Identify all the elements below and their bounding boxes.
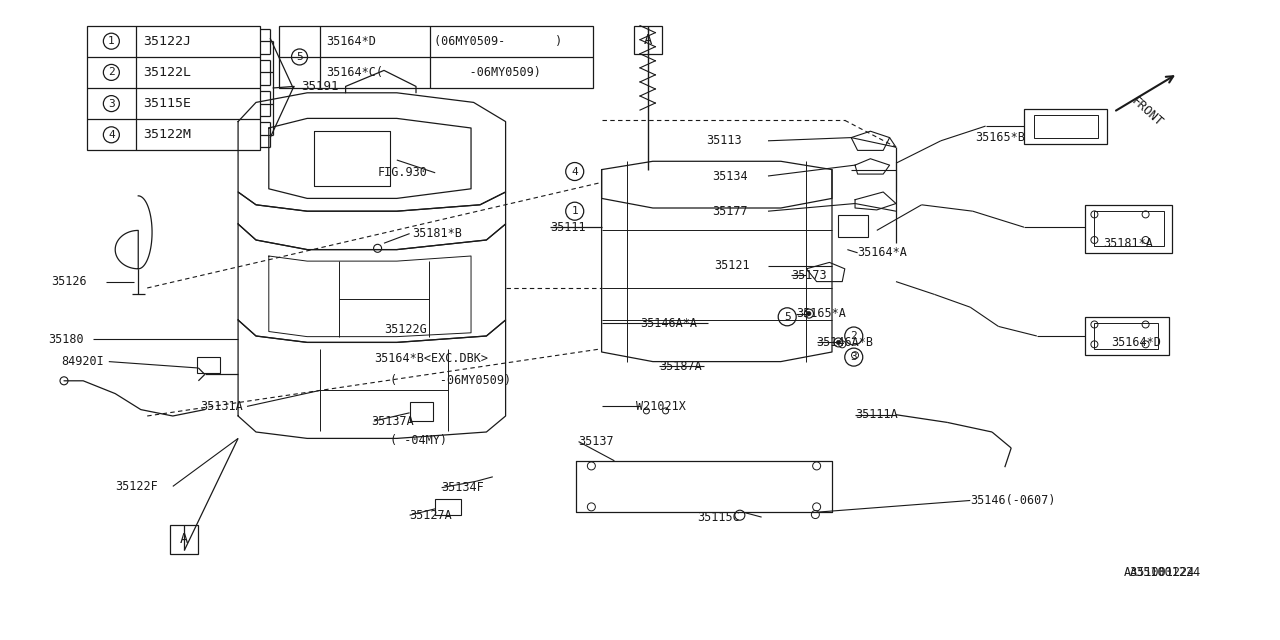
Text: 35122F: 35122F [115, 480, 157, 493]
Text: 35126: 35126 [51, 275, 87, 288]
Text: 35164*D: 35164*D [326, 35, 376, 48]
Text: 35113: 35113 [707, 134, 742, 147]
Text: 35146A*B: 35146A*B [817, 336, 874, 349]
Text: FIG.930: FIG.930 [378, 166, 428, 179]
Bar [838, 215, 868, 237]
Text: 35177: 35177 [712, 205, 748, 218]
Text: 35115C: 35115C [698, 511, 740, 524]
Circle shape [806, 312, 812, 316]
Text: 35191: 35191 [301, 80, 338, 93]
Bar [170, 525, 198, 554]
Text: 35173: 35173 [791, 269, 827, 282]
Text: A351001224: A351001224 [1124, 566, 1196, 579]
Text: 35164*D: 35164*D [1111, 336, 1161, 349]
Bar [435, 499, 461, 515]
Bar [1085, 205, 1172, 253]
Text: 35165*A: 35165*A [796, 307, 846, 320]
Text: 1: 1 [571, 206, 579, 216]
Bar [410, 402, 433, 421]
Text: -06MY0509): -06MY0509) [434, 66, 540, 79]
Text: 84920I: 84920I [61, 355, 104, 368]
Text: 35187A: 35187A [659, 360, 701, 372]
Text: 2: 2 [850, 331, 858, 341]
Text: 35121: 35121 [714, 259, 750, 272]
Text: 35137A: 35137A [371, 415, 413, 428]
Text: (      -06MY0509): ( -06MY0509) [390, 374, 512, 387]
Text: A351001224: A351001224 [1130, 566, 1202, 579]
Text: 4: 4 [108, 130, 115, 140]
Text: 35180: 35180 [49, 333, 84, 346]
Text: 35111A: 35111A [855, 408, 897, 421]
Bar [1094, 323, 1158, 349]
Text: 2: 2 [108, 67, 115, 77]
Text: 3: 3 [108, 99, 115, 109]
Text: 35127A: 35127A [410, 509, 452, 522]
Circle shape [836, 340, 841, 344]
Bar [634, 26, 662, 54]
Text: 35122M: 35122M [143, 128, 192, 141]
Bar [87, 26, 260, 150]
Text: 35165*B: 35165*B [975, 131, 1025, 144]
Text: ( -04MY): ( -04MY) [390, 434, 448, 447]
Text: 35146(-0607): 35146(-0607) [970, 494, 1056, 507]
Text: 5: 5 [783, 312, 791, 322]
Text: 35134F: 35134F [442, 481, 484, 494]
Text: 35111: 35111 [550, 221, 586, 234]
Text: 35122G: 35122G [384, 323, 426, 336]
Bar [1085, 317, 1169, 355]
Text: 35137: 35137 [579, 435, 614, 448]
Text: 35122J: 35122J [143, 35, 192, 48]
Bar [197, 357, 220, 373]
Text: 4: 4 [571, 166, 579, 177]
Text: 35181*A: 35181*A [1103, 237, 1153, 250]
Text: A: A [644, 33, 652, 47]
Text: 35164*C(: 35164*C( [326, 66, 384, 79]
Bar [1094, 211, 1164, 246]
Text: FRONT: FRONT [1129, 94, 1165, 129]
Text: 35181*B: 35181*B [412, 227, 462, 240]
Text: 3: 3 [850, 352, 858, 362]
Text: W21021X: W21021X [636, 400, 686, 413]
Text: 1: 1 [108, 36, 115, 46]
Text: 5: 5 [296, 52, 303, 62]
Bar [279, 26, 593, 88]
Text: A: A [180, 532, 188, 546]
Text: 35115E: 35115E [143, 97, 192, 110]
Bar [1034, 115, 1098, 138]
Text: (06MY0509-       ): (06MY0509- ) [434, 35, 562, 48]
Text: 35146A*A: 35146A*A [640, 317, 698, 330]
Text: 35164*A: 35164*A [858, 246, 908, 259]
Text: 35131A: 35131A [200, 400, 242, 413]
Bar [1024, 109, 1107, 144]
Text: 35122L: 35122L [143, 66, 192, 79]
Text: 35134: 35134 [712, 170, 748, 182]
Text: 35164*B<EXC.DBK>: 35164*B<EXC.DBK> [374, 352, 488, 365]
